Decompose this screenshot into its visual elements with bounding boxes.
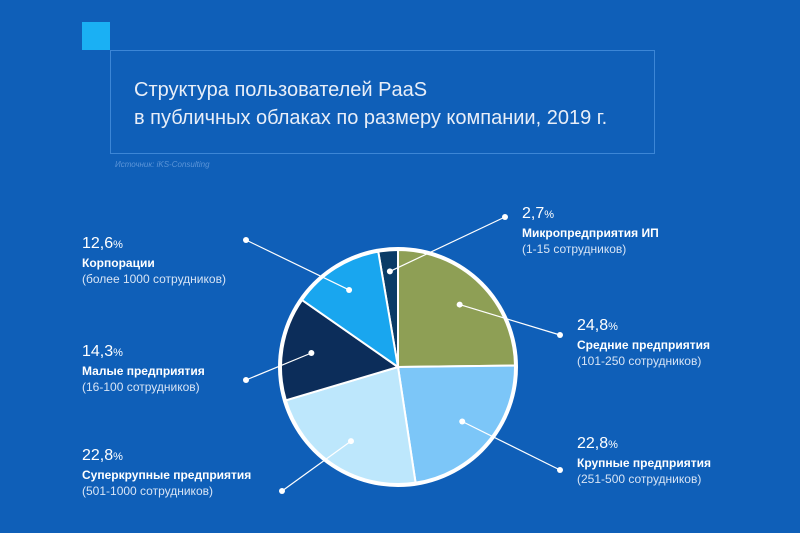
label-corporations: 12,6% Корпорации (более 1000 сотрудников… xyxy=(82,234,226,287)
leader-dot-medium-end xyxy=(557,332,563,338)
label-medium-desc: (101-250 сотрудников) xyxy=(577,354,702,368)
leader-line-small xyxy=(245,352,312,381)
label-large-pct: 22,8% xyxy=(577,435,618,452)
leader-dot-corporations-end xyxy=(243,237,249,243)
leader-dot-corporations-start xyxy=(346,286,353,293)
label-corporations-desc: (более 1000 сотрудников) xyxy=(82,272,226,286)
label-small: 14,3% Малые предприятия (16-100 сотрудни… xyxy=(82,342,205,395)
leader-dot-medium-start xyxy=(456,301,463,308)
leader-dot-superlarge-end xyxy=(279,488,285,494)
title-frame xyxy=(110,50,655,154)
label-corporations-pct: 12,6% xyxy=(82,235,123,252)
label-micro: 2,7% Микропредприятия ИП (1-15 сотрудник… xyxy=(522,204,659,257)
label-superlarge-pct: 22,8% xyxy=(82,447,123,464)
pie-slice-corporations xyxy=(300,250,400,370)
leader-dot-superlarge-start xyxy=(347,438,354,445)
label-superlarge-name: Суперкрупные предприятия xyxy=(82,468,252,482)
chart-title: Структура пользователей PaaS в публичных… xyxy=(134,76,654,132)
label-large-desc: (251-500 сотрудников) xyxy=(577,472,702,486)
leader-dot-micro-start xyxy=(386,268,393,275)
chart-title-line-2: в публичных облаках по размеру компании,… xyxy=(134,107,608,129)
leader-dot-micro-end xyxy=(502,214,508,220)
source-note: Источник: iKS-Consulting xyxy=(115,160,210,169)
leader-line-corporations xyxy=(245,239,350,291)
label-superlarge-desc: (501-1000 сотрудников) xyxy=(82,484,213,498)
label-medium-name: Средние предприятия xyxy=(577,338,711,352)
leader-dot-small-end xyxy=(243,377,249,383)
leader-line-micro xyxy=(389,216,506,272)
label-superlarge: 22,8% Суперкрупные предприятия (501-1000… xyxy=(82,446,251,499)
pie-slice-large xyxy=(396,364,516,484)
leader-line-medium xyxy=(459,303,561,336)
label-micro-name: Микропредприятия ИП xyxy=(522,226,659,240)
label-small-name: Малые предприятия xyxy=(82,364,205,378)
label-corporations-name: Корпорации xyxy=(82,256,155,270)
label-large: 22,8% Крупные предприятия (251-500 сотру… xyxy=(577,434,711,487)
pie-slice-small xyxy=(280,298,401,402)
leader-dot-large-end xyxy=(557,467,563,473)
chart-title-line-1: Структура пользователей PaaS xyxy=(134,79,428,101)
leader-line-superlarge xyxy=(281,440,352,492)
leader-dot-large-start xyxy=(459,418,466,425)
pie-slice-superlarge xyxy=(284,365,417,485)
label-micro-desc: (1-15 сотрудников) xyxy=(522,242,627,256)
leader-line-large xyxy=(461,420,561,471)
label-medium-pct: 24,8% xyxy=(577,317,618,334)
leader-dot-small-start xyxy=(308,350,315,357)
label-small-pct: 14,3% xyxy=(82,343,123,360)
label-large-name: Крупные предприятия xyxy=(577,456,712,470)
label-medium: 24,8% Средние предприятия (101-250 сотру… xyxy=(577,316,710,369)
label-small-desc: (16-100 сотрудников) xyxy=(82,380,200,394)
pie-slice-medium xyxy=(397,248,517,369)
accent-square xyxy=(82,22,110,50)
label-micro-pct: 2,7% xyxy=(522,205,555,222)
